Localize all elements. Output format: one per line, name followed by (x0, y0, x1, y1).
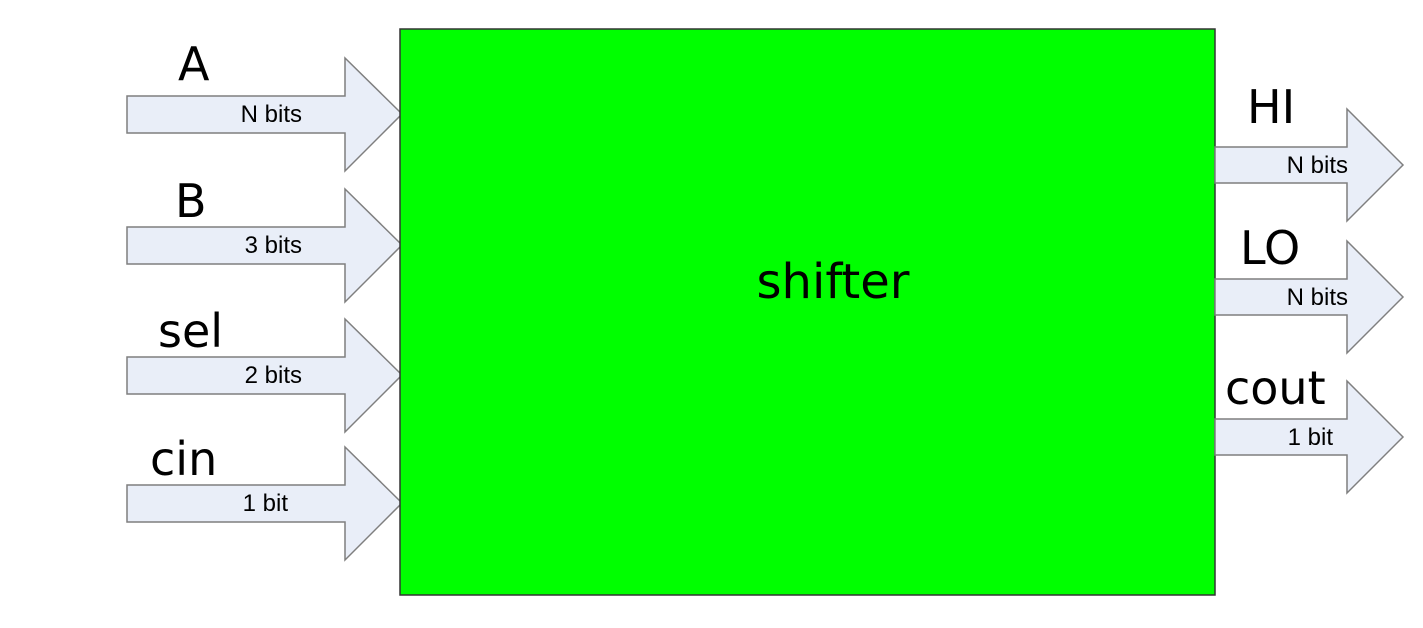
input-width-cin: 1 bit (243, 490, 289, 517)
input-name-cin: cin (150, 432, 217, 486)
input-width-a: N bits (241, 101, 302, 128)
shifter-block-label: shifter (757, 254, 910, 310)
input-name-a: A (178, 37, 210, 91)
input-arrow-sel (126, 317, 404, 434)
input-name-sel: sel (158, 304, 223, 358)
output-arrow-hi (1214, 107, 1405, 223)
input-port-a: A N bits (126, 37, 404, 173)
input-arrow-b (126, 187, 404, 304)
input-name-b: B (175, 174, 207, 228)
input-arrow-cin (126, 445, 404, 562)
output-width-cout: 1 bit (1288, 424, 1334, 451)
input-port-sel: sel 2 bits (126, 304, 404, 434)
output-port-lo: LO N bits (1214, 221, 1405, 355)
output-port-hi: HI N bits (1214, 80, 1405, 223)
output-arrow-cout (1214, 379, 1405, 495)
output-width-lo: N bits (1287, 284, 1348, 311)
output-name-lo: LO (1240, 221, 1300, 275)
shifter-block-body (399, 28, 1216, 596)
output-arrow-lo (1214, 239, 1405, 355)
output-port-cout: cout 1 bit (1214, 361, 1405, 495)
output-width-hi: N bits (1287, 152, 1348, 179)
input-width-b: 3 bits (245, 232, 302, 259)
input-width-sel: 2 bits (245, 362, 302, 389)
input-port-b: B 3 bits (126, 174, 404, 304)
output-name-cout: cout (1225, 361, 1326, 415)
output-name-hi: HI (1247, 80, 1295, 134)
input-arrow-a (126, 56, 404, 173)
shifter-block: shifter (399, 28, 1216, 596)
input-port-cin: cin 1 bit (126, 432, 404, 562)
